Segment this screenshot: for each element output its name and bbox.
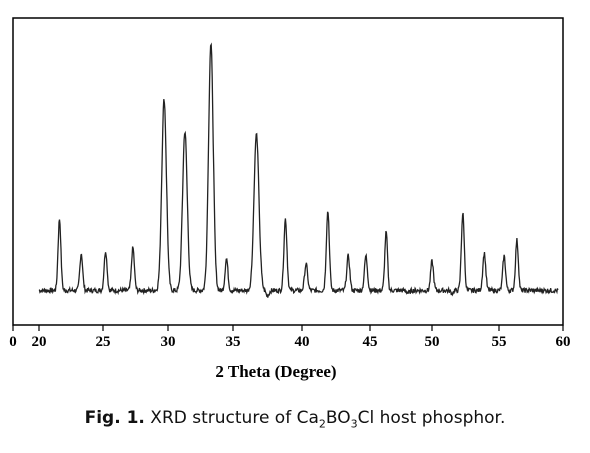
x-tick-label: 40	[295, 334, 310, 350]
xrd-pattern-line	[38, 42, 559, 298]
x-tick-label: 25	[96, 334, 111, 350]
x-tick-label: 50	[425, 334, 440, 350]
caption-text-suffix: Cl host phosphor.	[357, 408, 506, 428]
x-axis-title: 2 Theta (Degree)	[215, 362, 336, 381]
figure-label: Fig. 1.	[84, 408, 145, 428]
x-tick-label: 30	[161, 334, 176, 350]
caption-subscript-1: 2	[318, 417, 326, 431]
x-tick-label: 20	[32, 334, 47, 350]
x-tick-label: 35	[226, 334, 241, 350]
figure-caption: Fig. 1. XRD structure of Ca2BO3Cl host p…	[0, 408, 590, 430]
x-axis-ticks: 0 20 25 30 35 40 45 50 55 60	[9, 325, 571, 350]
xrd-chart: 0 20 25 30 35 40 45 50 55 60 2 Theta (Degree)	[9, 17, 571, 381]
x-tick-label: 45	[363, 334, 378, 350]
x-tick-label: 55	[492, 334, 507, 350]
x-tick-label: 0	[9, 334, 17, 350]
caption-text-mid: BO	[325, 408, 351, 428]
caption-text-prefix: XRD structure of Ca	[150, 408, 319, 428]
x-tick-label: 60	[556, 334, 571, 350]
caption-subscript-2: 3	[350, 417, 358, 431]
plot-frame	[12, 17, 564, 326]
